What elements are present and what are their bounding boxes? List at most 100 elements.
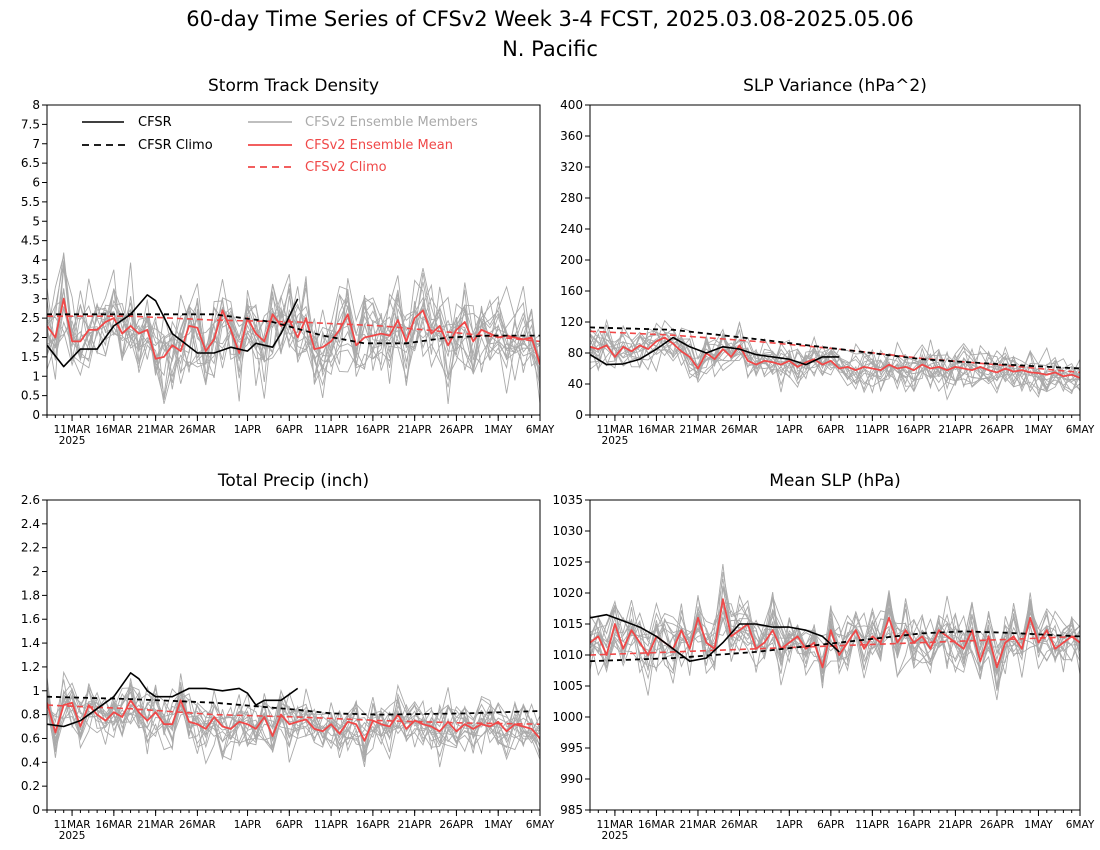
cfsr-line	[590, 613, 840, 663]
x-tick-label: 1MAY	[484, 819, 513, 831]
y-tick-label: 1	[32, 684, 40, 698]
y-tick-label: 320	[560, 160, 583, 174]
panel-total-precip: Total Precip (inch) 0 0.2 0.4 0.6 0.8 1 1.2 1.4 1…	[21, 471, 555, 842]
y-tick-label: 995	[560, 741, 583, 755]
y-tick-label: 7	[32, 137, 40, 151]
y-tick-label: 1030	[552, 524, 583, 538]
legend-cfsv2-climo-label: CFSv2 Climo	[305, 160, 387, 175]
x-tick-label: 21MAR	[137, 819, 174, 831]
y-tick-label: 80	[568, 346, 583, 360]
y-tick-label: 1000	[552, 710, 583, 724]
x-tick-label: 16MAR	[638, 819, 675, 831]
ensemble-member-line	[47, 262, 540, 402]
ensemble-member-line	[47, 681, 540, 761]
x-year-label: 2025	[59, 435, 86, 447]
x-tick-label: 6MAY	[1066, 819, 1095, 831]
cfsr-line	[590, 336, 840, 366]
y-tick-label: 1.5	[21, 350, 40, 364]
x-tick-label: 11APR	[314, 819, 348, 831]
y-tick-label: 0	[575, 408, 583, 422]
y-tick-label: 2.5	[21, 311, 40, 325]
plot-area	[590, 318, 1080, 401]
y-tick-label: 1	[32, 369, 40, 383]
cfsr-line	[47, 672, 299, 728]
ensemble-member-line	[47, 691, 540, 762]
x-tick-label: 6MAY	[526, 819, 555, 831]
cfsv2-climo-line	[47, 704, 540, 725]
y-tick-label: 40	[568, 377, 583, 391]
y-tick-label: 400	[560, 98, 583, 112]
x-tick-label: 6APR	[276, 819, 304, 831]
figure-subtitle: N. Pacific	[502, 37, 598, 61]
y-tick-label: 990	[560, 772, 583, 786]
x-tick-label: 6MAY	[1066, 424, 1095, 436]
plot-frame	[589, 104, 1081, 416]
y-tick-label: 2.2	[21, 541, 40, 555]
y-tick-label: 1010	[552, 648, 583, 662]
x-tick-label: 1APR	[234, 819, 262, 831]
x-tick-label: 11MAR	[596, 424, 633, 436]
x-tick-label: 16APR	[356, 424, 390, 436]
x-tick-label: 26MAR	[721, 819, 758, 831]
y-tick-label: 0	[32, 408, 40, 422]
panel-slp-variance: SLP Variance (hPa^2) 0 40 80 120 160 200 240 280…	[560, 76, 1095, 447]
plot-area	[47, 670, 540, 768]
x-tick-label: 26MAR	[179, 424, 216, 436]
x-tick-label: 21APR	[398, 424, 432, 436]
plot-frame	[46, 104, 541, 416]
x-tick-label: 11APR	[855, 819, 889, 831]
x-year-label: 2025	[602, 830, 629, 842]
x-tick-label: 21MAR	[137, 424, 174, 436]
y-tick-label: 120	[560, 315, 583, 329]
y-tick-label: 1035	[552, 493, 583, 507]
panel-title: SLP Variance (hPa^2)	[743, 76, 927, 96]
y-tick-label: 1.8	[21, 588, 40, 602]
y-tick-label: 1005	[552, 679, 583, 693]
ensemble-member-line	[47, 682, 540, 768]
plot-area	[47, 252, 540, 405]
x-tick-label: 26APR	[980, 819, 1014, 831]
y-tick-label: 3	[32, 292, 40, 306]
y-tick-label: 2	[32, 565, 40, 579]
panel-title: Storm Track Density	[208, 76, 379, 96]
plot-area	[590, 564, 1080, 701]
ensemble-member-line	[590, 585, 1080, 679]
x-tick-label: 6APR	[276, 424, 304, 436]
x-tick-label: 21MAR	[680, 819, 717, 831]
x-tick-label: 11MAR	[596, 819, 633, 831]
x-tick-label: 26MAR	[721, 424, 758, 436]
cfsr-climo-line	[47, 313, 540, 345]
y-tick-label: 2.6	[21, 493, 40, 507]
y-tick-label: 160	[560, 284, 583, 298]
ensemble-member-line	[47, 681, 540, 763]
legend-members-label: CFSv2 Ensemble Members	[305, 115, 478, 130]
panel-storm-track-density: Storm Track Density 0 0.5 1 1.5 2 2.5 3 3.5 4 4.5 5…	[21, 76, 555, 447]
x-tick-label: 1MAY	[1024, 424, 1053, 436]
x-tick-label: 16APR	[356, 819, 390, 831]
ensemble-mean-line	[47, 297, 540, 365]
cfsv2-climo-line	[590, 330, 1080, 374]
y-tick-label: 2	[32, 331, 40, 345]
x-tick-label: 26APR	[980, 424, 1014, 436]
panel-mean-slp: Mean SLP (hPa) 985 990 995 1000 1005 1010 1015 1…	[552, 471, 1094, 842]
legend-cfsr-label: CFSR	[138, 115, 172, 130]
x-tick-label: 11MAR	[54, 424, 91, 436]
legend-mean-label: CFSv2 Ensemble Mean	[305, 138, 453, 153]
x-tick-label: 16APR	[897, 819, 931, 831]
ensemble-member-line	[590, 333, 1080, 395]
y-tick-label: 0.2	[21, 779, 40, 793]
panel-title: Mean SLP (hPa)	[769, 471, 901, 491]
y-tick-label: 4	[32, 253, 40, 267]
x-tick-label: 1APR	[234, 424, 262, 436]
cfsr-climo-line	[590, 326, 1080, 370]
figure-title: 60-day Time Series of CFSv2 Week 3-4 FCS…	[186, 7, 914, 31]
cfsr-climo-line	[590, 630, 1080, 663]
y-tick-label: 6.5	[21, 156, 40, 170]
y-tick-label: 0.5	[21, 389, 40, 403]
cfsv2-climo-line	[590, 635, 1080, 656]
y-tick-label: 8	[32, 98, 40, 112]
x-tick-label: 1APR	[776, 424, 804, 436]
x-tick-label: 6APR	[817, 819, 845, 831]
y-tick-label: 5	[32, 214, 40, 228]
ensemble-member-line	[590, 594, 1080, 686]
